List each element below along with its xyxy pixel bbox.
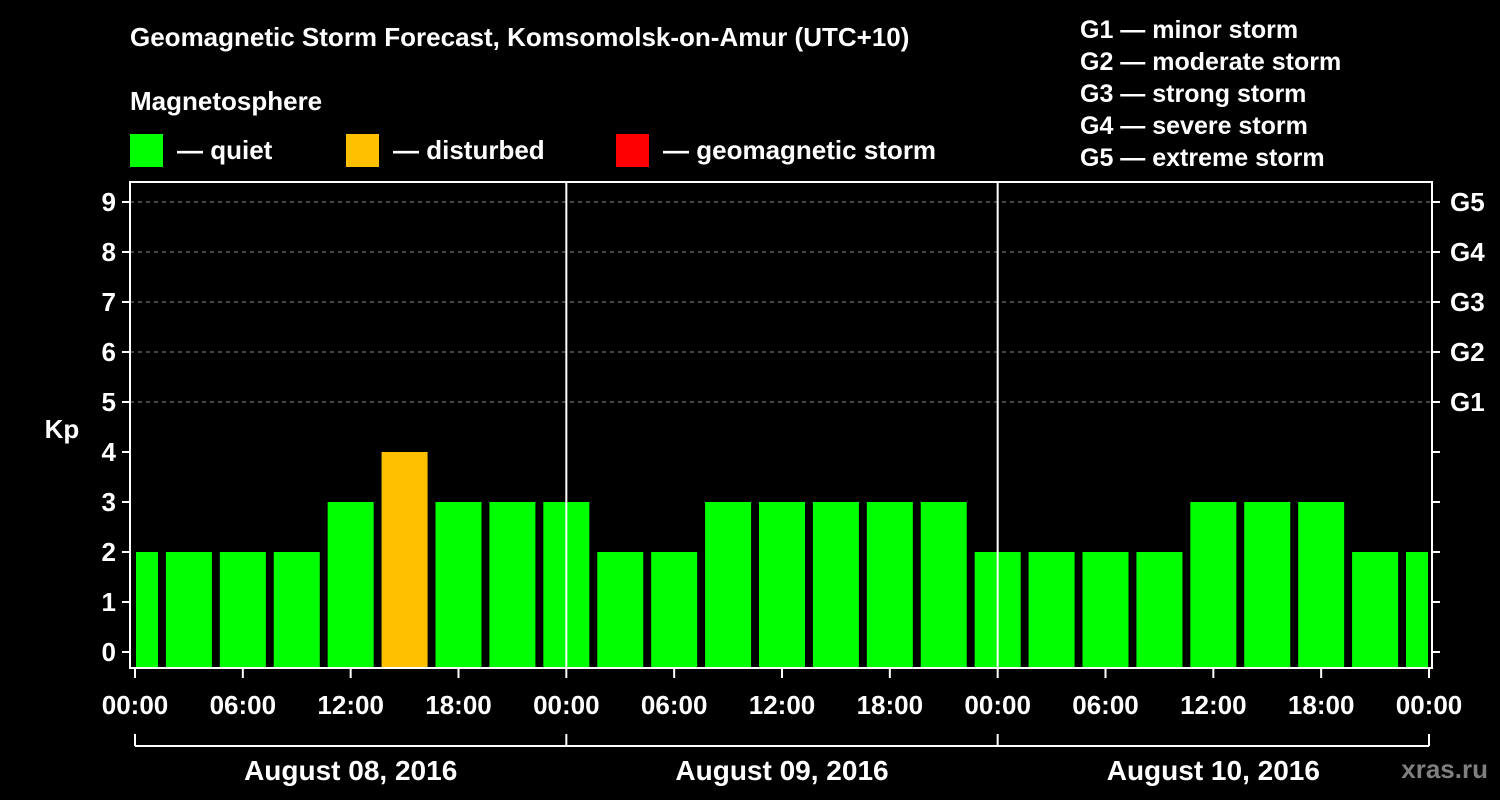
g-scale-item-g5: G5 — extreme storm [1080, 144, 1325, 172]
g-scale-item-g4: G4 — severe storm [1080, 112, 1308, 140]
g-scale-item-g3: G3 — strong storm [1080, 80, 1307, 108]
x-tick-label: 06:00 [641, 690, 708, 720]
x-tick-label: 00:00 [102, 690, 169, 720]
g-scale-item-g2: G2 — moderate storm [1080, 48, 1342, 76]
legend-swatch-quiet [130, 133, 163, 167]
x-tick-label: 18:00 [1288, 690, 1355, 720]
kp-bar [1028, 552, 1075, 668]
legend-label-disturbed: — disturbed [393, 134, 545, 165]
y-axis-label: Kp [45, 414, 80, 444]
kp-bar [1352, 552, 1399, 668]
y-tick-label: 5 [102, 387, 116, 417]
g-level-label: G4 [1450, 237, 1485, 267]
kp-bar [1244, 502, 1291, 668]
day-label: August 10, 2016 [1107, 755, 1320, 786]
g-level-label: G2 [1450, 337, 1485, 367]
legend-item-quiet: — quiet [130, 133, 272, 167]
kp-bar [597, 552, 644, 668]
x-tick-label: 06:00 [1072, 690, 1139, 720]
x-tick-label: 12:00 [1180, 690, 1247, 720]
kp-bar [327, 502, 374, 668]
x-tick-label: 12:00 [317, 690, 384, 720]
kp-bar [219, 552, 266, 668]
kp-bar [136, 552, 158, 668]
legend-item-disturbed: — disturbed [346, 133, 545, 167]
kp-bar [759, 502, 805, 668]
x-tick-label: 00:00 [1396, 690, 1463, 720]
legend-label-quiet: — quiet [177, 134, 273, 165]
watermark: xras.ru [1401, 754, 1488, 784]
kp-bar [866, 502, 913, 668]
y-tick-label: 2 [102, 537, 116, 567]
legend-label-storm: — geomagnetic storm [663, 134, 937, 165]
kp-bar [435, 502, 482, 668]
g-level-label: G3 [1450, 287, 1485, 317]
y-tick-label: 8 [102, 237, 116, 267]
day-label: August 09, 2016 [675, 755, 888, 786]
x-tick-label: 18:00 [425, 690, 492, 720]
y-tick-label: 7 [102, 287, 116, 317]
kp-bar [489, 502, 536, 668]
x-tick-label: 18:00 [857, 690, 924, 720]
legend-title: Magnetosphere [130, 86, 323, 116]
y-tick-label: 6 [102, 337, 116, 367]
y-tick-label: 9 [102, 187, 116, 217]
kp-bar [1082, 552, 1129, 668]
y-tick-label: 3 [102, 487, 116, 517]
g-level-label: G1 [1450, 387, 1485, 417]
kp-bar [1406, 552, 1428, 668]
kp-bar [381, 452, 428, 668]
kp-bar [651, 552, 698, 668]
legend-swatch-disturbed [346, 133, 379, 167]
g-scale-item-g1: G1 — minor storm [1080, 16, 1299, 44]
g-level-label: G5 [1450, 187, 1485, 217]
x-tick-label: 00:00 [533, 690, 600, 720]
kp-bar [705, 502, 752, 668]
g-scale-legend: G1 — minor storm G2 — moderate storm G3 … [1080, 14, 1341, 174]
kp-bar [1136, 552, 1183, 668]
x-tick-label: 00:00 [964, 690, 1031, 720]
y-tick-label: 0 [102, 637, 116, 667]
x-tick-label: 06:00 [210, 690, 277, 720]
kp-bar [165, 552, 212, 668]
chart-title: Geomagnetic Storm Forecast, Komsomolsk-o… [130, 22, 910, 52]
kp-bar [920, 502, 967, 668]
kp-bar [1298, 502, 1345, 668]
legend-item-storm: — geomagnetic storm [616, 133, 936, 167]
x-tick-label: 12:00 [749, 690, 816, 720]
kp-bar [1190, 502, 1237, 668]
y-tick-label: 4 [102, 437, 117, 467]
kp-bar [273, 552, 320, 668]
legend-swatch-storm [616, 133, 649, 167]
day-label: August 08, 2016 [244, 755, 457, 786]
kp-bar [812, 502, 859, 668]
y-tick-label: 1 [102, 587, 116, 617]
